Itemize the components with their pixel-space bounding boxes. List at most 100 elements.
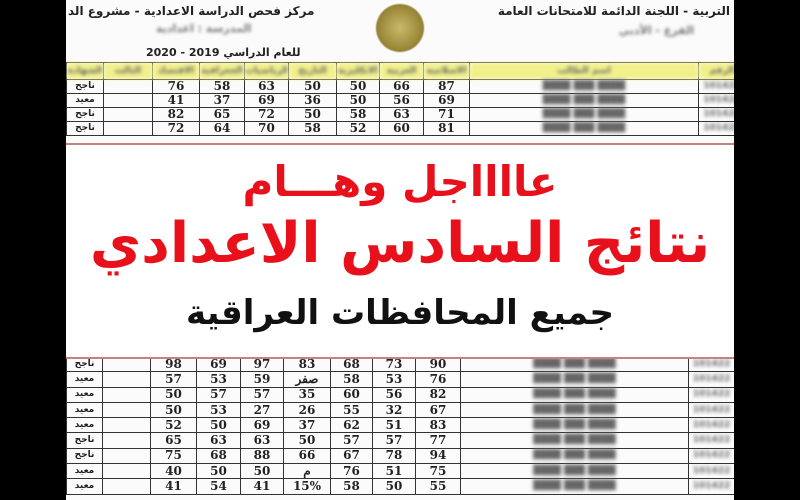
score-cell: 67 <box>415 401 461 419</box>
empty-cell <box>102 417 151 434</box>
score-cell: 57 <box>240 386 284 403</box>
result-cell: معيد <box>66 478 103 495</box>
score-cell: 83 <box>415 417 461 434</box>
student-name-cell: ████ ███ ████ <box>460 386 689 403</box>
score-cell: 78 <box>372 447 416 465</box>
empty-cell <box>102 386 151 403</box>
score-cell: 35 <box>283 386 331 403</box>
score-cell: 90 <box>415 355 461 373</box>
score-cell: 53 <box>196 371 241 388</box>
score-cell: 65 <box>199 107 245 122</box>
score-cell: 53 <box>196 401 241 419</box>
table-row: معيد 40 50 50 م 76 51 75 ████ ███ ████ 101422 <box>66 463 734 480</box>
empty-cell <box>102 478 151 495</box>
score-cell: 50 <box>240 463 284 480</box>
column-header: الشهادة <box>66 62 104 80</box>
school-line: المدرسة : اعدادية <box>156 22 252 35</box>
score-cell: 66 <box>379 79 424 94</box>
empty-cell <box>102 432 151 449</box>
score-cell: 41 <box>150 478 197 495</box>
score-cell: 41 <box>152 93 200 108</box>
result-cell: معيد <box>66 386 103 403</box>
center-line: مركز فحص الدراسة الاعدادية - مشروع الد <box>68 4 315 18</box>
result-cell: ناجح <box>66 79 104 94</box>
column-header: الرقم <box>698 62 734 80</box>
result-cell: معيد <box>66 401 103 419</box>
results-table-bottom: ناجح 98 69 97 83 68 73 90 ████ ███ ████ 101422 معي… <box>66 355 734 495</box>
student-name-cell: ████ ███ ████ <box>460 447 689 465</box>
score-cell: 65 <box>150 432 197 449</box>
score-cell: 60 <box>330 386 373 403</box>
score-cell: 68 <box>196 447 241 465</box>
score-cell: 88 <box>240 447 284 465</box>
score-cell: 71 <box>423 107 470 122</box>
score-cell: 63 <box>244 79 289 94</box>
score-cell: 26 <box>283 401 331 419</box>
score-cell: م <box>283 463 331 480</box>
score-cell: 76 <box>330 463 373 480</box>
banner-title: نتائج السادس الاعدادي <box>89 211 711 276</box>
column-header: الاقتصاد <box>152 62 200 80</box>
results-sheet: التربية - اللجنة الدائمة للامتحانات العا… <box>66 0 734 500</box>
score-cell: 69 <box>423 93 470 108</box>
result-cell: ناجح <box>66 121 104 136</box>
score-cell: 75 <box>415 463 461 480</box>
branch-line: الفرع - الأدبي <box>618 24 694 37</box>
column-header: الجغرافية <box>199 62 245 80</box>
student-name-cell: ████ ███ ████ <box>469 93 699 108</box>
empty-cell <box>103 79 153 94</box>
score-cell: 50 <box>196 417 241 434</box>
announcement-banner: عااااجل وهـــام نتائج السادس الاعدادي جم… <box>66 143 734 359</box>
score-cell: 64 <box>199 121 245 136</box>
score-cell: 77 <box>415 432 461 449</box>
score-cell: 52 <box>336 121 380 136</box>
student-name-cell: ████ ███ ████ <box>460 478 689 495</box>
empty-cell <box>102 371 151 388</box>
banner-urgent-text: عااااجل وهـــام <box>242 157 558 206</box>
score-cell: 52 <box>150 417 197 434</box>
score-cell: 58 <box>288 121 337 136</box>
score-cell: 27 <box>240 401 284 419</box>
score-cell: 58 <box>336 107 380 122</box>
score-cell: 58 <box>330 478 373 495</box>
score-cell: 50 <box>288 79 337 94</box>
table-header-row: الشهادة الثالث الاقتصاد الجغرافية الرياضيات ا… <box>66 62 734 80</box>
result-cell: ناجح <box>66 447 103 465</box>
score-cell: 67 <box>330 447 373 465</box>
student-name-cell: ████ ███ ████ <box>460 371 689 388</box>
score-cell: 51 <box>372 463 416 480</box>
student-id-cell: 101422 <box>688 386 734 403</box>
score-cell: 41 <box>240 478 284 495</box>
score-cell: 72 <box>244 107 289 122</box>
student-id-cell: 101422 <box>698 121 734 136</box>
student-name-cell: ████ ███ ████ <box>469 107 699 122</box>
score-cell: 37 <box>199 93 245 108</box>
score-cell: 81 <box>423 121 470 136</box>
ministry-line: التربية - اللجنة الدائمة للامتحانات العا… <box>497 4 730 18</box>
score-cell: 60 <box>379 121 424 136</box>
empty-cell <box>103 93 153 108</box>
score-cell: 50 <box>336 79 380 94</box>
result-cell: معيد <box>66 371 103 388</box>
column-header: التاريخ <box>288 62 337 80</box>
student-id-cell: 101422 <box>688 417 734 434</box>
result-cell: معيد <box>66 93 104 108</box>
score-cell: 50 <box>288 107 337 122</box>
score-cell: 36 <box>288 93 337 108</box>
score-cell: 56 <box>379 93 424 108</box>
student-id-cell: 101422 <box>688 371 734 388</box>
student-id-cell: 101422 <box>688 432 734 449</box>
table-row: ناجح 65 63 63 50 57 57 77 ████ ███ ████ 101422 <box>66 432 734 449</box>
column-header: العربية <box>379 62 424 80</box>
empty-cell <box>102 463 151 480</box>
column-header: الثالث <box>103 62 153 80</box>
score-cell: 70 <box>244 121 289 136</box>
year-label: للعام الدراسي 2019 - 2020 <box>146 46 301 59</box>
column-header: الرياضيات <box>244 62 289 80</box>
table-row: معيد 41 54 41 15% 58 50 55 ████ ███ ████ 101422 <box>66 478 734 495</box>
student-name-cell: ████ ███ ████ <box>469 79 699 94</box>
score-cell: 58 <box>199 79 245 94</box>
empty-cell <box>103 121 153 136</box>
result-cell: معيد <box>66 417 103 434</box>
